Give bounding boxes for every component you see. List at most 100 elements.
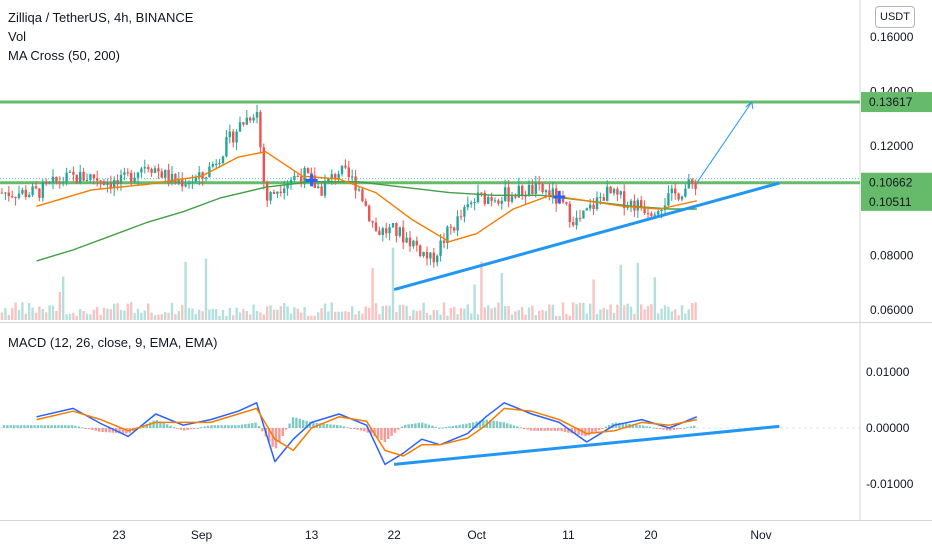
candle-body — [4, 192, 7, 194]
candle-body — [198, 172, 201, 178]
volume-bar — [446, 315, 449, 320]
candle-body — [524, 195, 527, 197]
volume-bar — [187, 308, 191, 320]
volume-bar — [85, 313, 89, 320]
candle-body — [300, 176, 303, 183]
volume-bar — [548, 304, 551, 320]
candle-body — [0, 192, 4, 194]
candle-body — [317, 186, 320, 188]
volume-bar — [184, 261, 187, 320]
candle-body — [245, 117, 248, 125]
candle-body — [119, 174, 123, 185]
horizontal-levels[interactable] — [0, 100, 860, 185]
macd-histogram-bar — [645, 426, 648, 428]
macd-histogram-bar — [472, 422, 475, 428]
volume-bar — [272, 309, 276, 320]
macd-histogram-bar — [77, 426, 80, 428]
volume-bar — [293, 307, 296, 320]
candle-body — [340, 165, 344, 174]
macd-histogram-bar — [274, 428, 278, 449]
volume-bar — [623, 305, 626, 320]
candle-body — [561, 196, 565, 203]
candle-body — [143, 167, 146, 169]
candle-body — [398, 227, 401, 237]
candle-body — [463, 207, 466, 217]
volume-bar — [626, 303, 629, 320]
volume-bar — [677, 315, 680, 320]
volume-bar — [612, 313, 616, 320]
volume-bar — [388, 305, 391, 320]
macd-histogram-bar — [356, 428, 359, 430]
time-tick-label: 23 — [112, 528, 126, 542]
candle-body — [568, 203, 571, 223]
candle-body — [75, 174, 78, 184]
macd-histogram-bar — [223, 425, 227, 428]
volume-bar — [34, 312, 38, 320]
macd-histogram-bar — [676, 428, 679, 430]
volume-bar — [412, 309, 415, 320]
volume-bar — [470, 313, 473, 320]
volume-bar — [483, 307, 486, 320]
volume-bar — [82, 311, 85, 320]
macd-histogram-bar — [536, 428, 539, 431]
volume-bar — [602, 307, 605, 320]
volume-bar — [242, 309, 245, 320]
candle-body — [684, 188, 687, 197]
candle-body — [221, 156, 225, 163]
macd-histogram-bar — [574, 428, 577, 435]
trendline-drawings[interactable] — [393, 101, 780, 291]
candle-body — [633, 200, 636, 211]
macd-histogram-bar — [159, 421, 162, 428]
volume-bar — [456, 314, 459, 320]
currency-button[interactable]: USDT — [875, 6, 915, 28]
candle-body — [459, 216, 463, 218]
candle-body — [266, 182, 269, 201]
candle-body — [650, 213, 653, 216]
candle-body — [483, 192, 486, 204]
macd-legend[interactable]: MACD (12, 26, close, 9, EMA, EMA) — [8, 335, 218, 350]
macd-histogram-bar — [9, 425, 12, 428]
volume-bar — [286, 306, 289, 320]
volume-bar — [99, 314, 102, 320]
macd-histogram-bar — [410, 423, 414, 428]
volume-legend[interactable]: Vol — [8, 29, 27, 44]
macd-histogram-bar — [40, 425, 43, 428]
candle-body — [177, 179, 180, 183]
volume-bar — [354, 314, 357, 320]
macd-histogram-bar — [506, 423, 509, 428]
candle-body — [592, 204, 595, 210]
macd-tick-label: -0.01000 — [866, 477, 914, 491]
macd-histogram-bar — [312, 422, 315, 428]
candle-body — [357, 189, 361, 191]
ma-cross-legend[interactable]: MA Cross (50, 200) — [8, 48, 120, 63]
candle-body — [283, 188, 286, 194]
volume-bar — [327, 311, 330, 320]
volume-bar — [157, 314, 160, 320]
volume-bar — [177, 311, 180, 320]
macd-histogram-bar — [601, 428, 604, 429]
candle-body — [225, 137, 228, 157]
candle-body — [160, 171, 163, 178]
macd-histogram-bar — [366, 428, 369, 433]
macd-histogram-bar — [560, 428, 563, 432]
candle-body — [85, 180, 89, 182]
symbol-title[interactable]: Zilliqa / TetherUS, 4h, BINANCE — [8, 10, 194, 25]
candle-body — [371, 221, 374, 223]
macd-histogram-bar — [261, 428, 264, 432]
candle-body — [136, 172, 140, 178]
volume-bar — [504, 306, 507, 320]
candle-body — [344, 165, 347, 168]
candle-body — [252, 117, 255, 121]
macd-histogram-bar — [50, 425, 53, 428]
macd-histogram-bar — [424, 423, 427, 428]
volume-bar — [167, 312, 170, 320]
volume-bar — [215, 309, 218, 320]
candle-body — [629, 200, 633, 206]
volume-bar — [578, 302, 582, 320]
ma200-line — [36, 180, 697, 262]
candle-body — [541, 184, 544, 193]
macd-histogram-bar — [23, 425, 26, 428]
candle-body — [602, 197, 605, 201]
